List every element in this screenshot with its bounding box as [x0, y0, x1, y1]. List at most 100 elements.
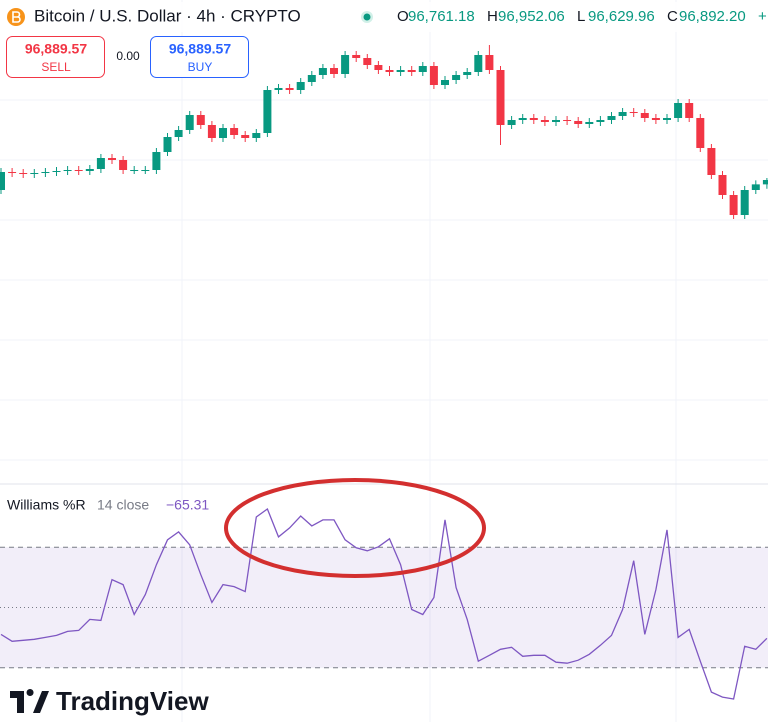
candle-body [141, 170, 150, 171]
buy-price: 96,889.57 [169, 41, 231, 57]
candle-body [563, 120, 572, 121]
candle-body [196, 115, 205, 125]
candle-body [374, 65, 383, 70]
ohlc-key: O [397, 8, 409, 25]
candle-body [307, 75, 316, 82]
candle-body [296, 82, 305, 90]
candle-body [19, 173, 28, 174]
indicator-pane [0, 507, 768, 700]
candle-body [230, 128, 239, 135]
candle-body [762, 180, 768, 185]
candle-body [585, 122, 594, 124]
candle-body [163, 137, 172, 152]
candle-body [740, 190, 749, 215]
candle-body [130, 170, 139, 171]
candle-body [185, 115, 194, 130]
bitcoin-glyph [12, 11, 21, 23]
candle-body [663, 118, 671, 120]
candle-body [540, 120, 549, 122]
candle-body [0, 172, 5, 190]
candle-body [52, 171, 61, 172]
candle-body [252, 133, 261, 138]
candle-body [729, 195, 738, 215]
market-status-dot [363, 13, 371, 21]
candle-body [30, 173, 39, 174]
sell-label: SELL [41, 60, 71, 74]
candle-body [429, 66, 438, 85]
candle-body [241, 135, 250, 138]
highlight-ellipse [224, 478, 486, 578]
ohlc-value: 96,952.06 [498, 8, 565, 25]
candle-body [618, 112, 627, 116]
ohlc-value: 96,629.96 [588, 8, 655, 25]
candle-body [96, 158, 105, 169]
indicator-line [0, 507, 768, 700]
candle-body [263, 90, 272, 133]
candle-body [352, 55, 361, 58]
candle-body [441, 80, 449, 85]
candle-body [651, 118, 660, 120]
candle-body [274, 88, 283, 90]
buy-label: BUY [188, 60, 213, 74]
candle-body [674, 103, 683, 118]
candle-body [63, 170, 72, 171]
candle-body [152, 152, 161, 170]
indicator-title: Williams %R [7, 497, 86, 513]
spread: 0.00 [116, 49, 140, 63]
candle-body [318, 68, 327, 75]
candle-body [685, 103, 694, 118]
candle-body [8, 172, 17, 173]
candle-body [363, 58, 372, 65]
candle-body [507, 120, 516, 125]
candle-body [219, 128, 227, 138]
candle-body [41, 172, 50, 173]
header-bg [0, 2, 768, 32]
candle-body [74, 170, 83, 171]
candle-body [119, 160, 128, 170]
candle-body [596, 120, 605, 122]
candle-body [396, 70, 405, 72]
ohlc-key: H [487, 8, 498, 25]
candle-body [751, 184, 760, 190]
candle-body [518, 118, 527, 120]
sell-button[interactable] [6, 36, 105, 78]
candles [0, 45, 768, 219]
candle-body [207, 125, 216, 138]
ohlc-value: 96,761.18 [408, 8, 475, 25]
ohlc-key: L [577, 8, 585, 25]
logo-icon [10, 689, 49, 713]
candle-body [607, 116, 616, 120]
candle-body [629, 112, 638, 113]
candle-body [707, 148, 716, 175]
ohlc-value: 96,892.20 [679, 8, 746, 25]
candle-body [696, 118, 705, 148]
candle-body [385, 70, 394, 72]
candle-body [463, 72, 472, 75]
candle-body [529, 118, 538, 120]
candle-body [85, 169, 94, 171]
candle-body [485, 55, 494, 70]
candle-body [552, 120, 560, 122]
candle-body [330, 68, 338, 74]
candle-body [407, 70, 416, 72]
candle-body [341, 55, 350, 74]
candle-body [418, 66, 427, 72]
candle-body [474, 55, 483, 72]
symbol: Bitcoin / U.S. Dollar · 4h · CRYPTO [34, 6, 301, 25]
candle-body [174, 130, 183, 137]
ohlc-change: + [758, 8, 767, 25]
candle-body [496, 70, 505, 125]
indicator-value: −65.31 [166, 497, 209, 513]
candle-body [108, 158, 116, 160]
sell-price: 96,889.57 [25, 41, 87, 57]
buy-button[interactable] [150, 36, 249, 78]
candle-body [640, 113, 649, 118]
candle-body [718, 175, 727, 195]
candle-body [574, 121, 583, 124]
ohlc-key: C [667, 8, 678, 25]
ohlc: O 96,761.18 H 96,952.06 L 96,629.96 C 96,892.20… [397, 8, 767, 25]
indicator-params: 14 close [97, 497, 149, 513]
candle-body [285, 88, 294, 90]
candle-body [452, 75, 461, 80]
